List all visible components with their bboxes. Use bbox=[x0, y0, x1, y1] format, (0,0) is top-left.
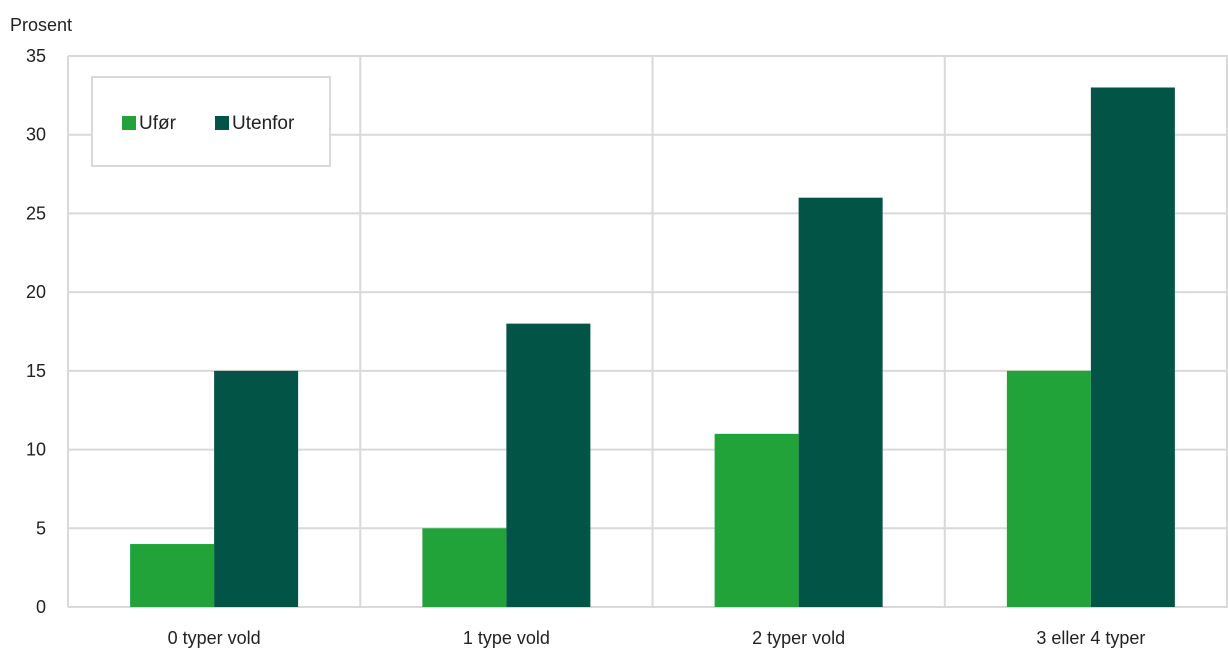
y-tick-label: 35 bbox=[26, 46, 46, 66]
bar-utenfor bbox=[1091, 87, 1175, 607]
legend-swatch-ufor bbox=[122, 116, 136, 130]
x-category-label: 1 type vold bbox=[463, 628, 550, 648]
x-category-label: 3 eller 4 typer bbox=[1036, 628, 1145, 648]
y-tick-label: 30 bbox=[26, 125, 46, 145]
bar-utenfor bbox=[799, 198, 883, 607]
bar-ufor bbox=[422, 528, 506, 607]
y-axis-ticks: 0 5 10 15 20 25 30 35 bbox=[26, 46, 46, 617]
x-category-label: 0 typer vold bbox=[168, 628, 261, 648]
legend-label-ufor: Ufør bbox=[139, 113, 177, 134]
legend: Ufør Utenfor bbox=[92, 77, 330, 166]
y-tick-label: 10 bbox=[26, 440, 46, 460]
y-axis-title: Prosent bbox=[10, 15, 72, 35]
bar-ufor bbox=[1007, 371, 1091, 607]
legend-swatch-utenfor bbox=[215, 116, 229, 130]
y-tick-label: 25 bbox=[26, 203, 46, 223]
y-tick-label: 20 bbox=[26, 282, 46, 302]
x-axis-labels: 0 typer vold 1 type vold 2 typer vold 3 ell… bbox=[168, 628, 1146, 648]
x-category-label: 2 typer vold bbox=[752, 628, 845, 648]
y-tick-label: 15 bbox=[26, 361, 46, 381]
y-tick-label: 0 bbox=[36, 597, 46, 617]
bar-utenfor bbox=[214, 371, 298, 607]
bar-ufor bbox=[715, 434, 799, 607]
bar-utenfor bbox=[506, 324, 590, 607]
legend-label-utenfor: Utenfor bbox=[232, 113, 295, 134]
bar-ufor bbox=[130, 544, 214, 607]
y-tick-label: 5 bbox=[36, 518, 46, 538]
